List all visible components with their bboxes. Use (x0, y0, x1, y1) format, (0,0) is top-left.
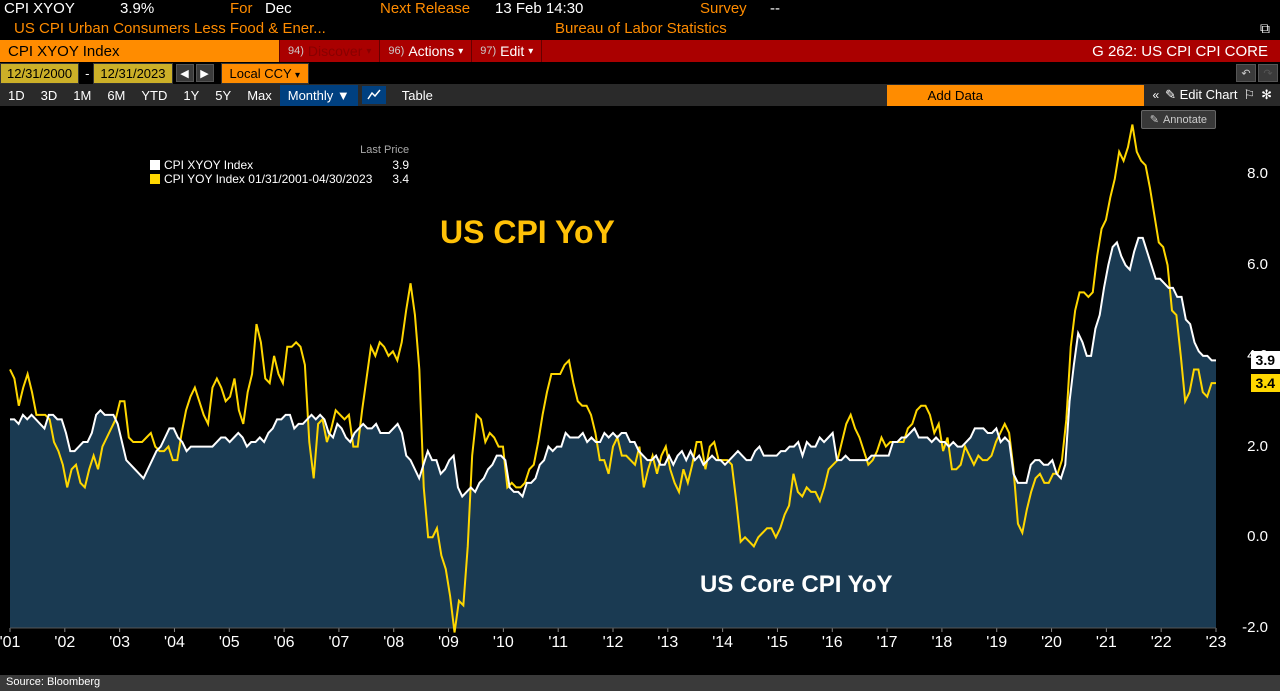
x-tick-label: '07 (328, 634, 349, 652)
x-tick-label: '02 (54, 634, 75, 652)
next-button[interactable]: ▶ (196, 64, 214, 82)
ticker-label: CPI XYOY (4, 0, 75, 17)
settings-icon[interactable]: ✻ (1261, 87, 1272, 103)
header-row-2: US CPI Urban Consumers Less Food & Ener.… (0, 20, 1280, 40)
collapse-icon[interactable]: « (1152, 88, 1159, 102)
range-1y[interactable]: 1Y (175, 85, 207, 106)
x-tick-label: '14 (712, 634, 733, 652)
value-flag: 3.9 (1251, 351, 1280, 369)
legend-row-1: CPI XYOY Index 3.9 (150, 158, 409, 172)
survey-value: -- (770, 0, 780, 17)
chart-type-icon[interactable] (362, 86, 386, 104)
chart-title: US CPI YoY (440, 214, 615, 251)
next-release-label: Next Release (380, 0, 470, 17)
x-tick-label: '15 (767, 634, 788, 652)
annotate-button[interactable]: ✎ Annotate (1141, 110, 1216, 129)
x-tick-label: '22 (1151, 634, 1172, 652)
x-tick-label: '06 (274, 634, 295, 652)
pct-value: 3.9% (120, 0, 154, 17)
chart-area: ✎ Annotate Last Price CPI XYOY Index 3.9… (0, 106, 1280, 652)
x-tick-label: '04 (164, 634, 185, 652)
x-tick-label: '08 (383, 634, 404, 652)
for-label: For (230, 0, 253, 17)
legend-label-1: CPI XYOY Index (164, 158, 253, 172)
redo-button[interactable]: ↷ (1258, 64, 1278, 82)
add-data-input[interactable] (887, 85, 1144, 106)
legend-value-1: 3.9 (372, 158, 409, 172)
survey-label: Survey (700, 0, 747, 17)
line-chart (0, 106, 1280, 652)
legend-value-2: 3.4 (372, 172, 409, 186)
date-range-bar: 12/31/2000 - 12/31/2023 ◀ ▶ Local CCY ▾ … (0, 62, 1280, 84)
date-to-input[interactable]: 12/31/2023 (93, 63, 172, 84)
range-1d[interactable]: 1D (0, 85, 33, 106)
x-tick-label: '19 (986, 634, 1007, 652)
data-source: Bureau of Labor Statistics (555, 20, 727, 37)
currency-dropdown[interactable]: Local CCY ▾ (221, 63, 310, 84)
edit-menu[interactable]: 97)Edit▾ (472, 40, 542, 62)
actions-menu[interactable]: 96)Actions▾ (380, 40, 472, 62)
range-5y[interactable]: 5Y (207, 85, 239, 106)
value-flag: 3.4 (1251, 374, 1280, 392)
range-6m[interactable]: 6M (99, 85, 133, 106)
period-value: Dec (265, 0, 292, 17)
range-ytd[interactable]: YTD (133, 85, 175, 106)
x-tick-label: '12 (603, 634, 624, 652)
x-tick-label: '18 (931, 634, 952, 652)
edit-chart-button[interactable]: ✎ Edit Chart (1165, 87, 1237, 103)
x-tick-label: '23 (1206, 634, 1227, 652)
x-tick-label: '13 (657, 634, 678, 652)
range-max[interactable]: Max (239, 85, 280, 106)
legend-swatch-1 (150, 160, 160, 170)
legend-label-2: CPI YOY Index 01/31/2001-04/30/2023 (164, 172, 372, 186)
prev-button[interactable]: ◀ (176, 64, 194, 82)
y-tick-label: -2.0 (1242, 619, 1268, 636)
x-tick-label: '09 (438, 634, 459, 652)
x-tick-label: '21 (1096, 634, 1117, 652)
legend-swatch-2 (150, 174, 160, 184)
header-row-1: CPI XYOY 3.9% For Dec Next Release 13 Fe… (0, 0, 1280, 20)
description: US CPI Urban Consumers Less Food & Ener.… (14, 20, 326, 37)
x-tick-label: '03 (109, 634, 130, 652)
legend-row-2: CPI YOY Index 01/31/2001-04/30/2023 3.4 (150, 172, 409, 186)
timeframe-bar: 1D3D1M6MYTD1Y5YMaxMonthly ▼ Table « ✎ Edit … (0, 84, 1280, 106)
x-tick-label: '11 (548, 634, 568, 652)
x-tick-label: '17 (877, 634, 898, 652)
action-bar: CPI XYOY Index 94)Discover▾ 96)Actions▾ … (0, 40, 1280, 62)
y-tick-label: 6.0 (1247, 256, 1268, 273)
export-icon[interactable]: ⚐ (1243, 87, 1255, 103)
undo-button[interactable]: ↶ (1236, 64, 1256, 82)
y-tick-label: 2.0 (1247, 438, 1268, 455)
date-from-input[interactable]: 12/31/2000 (0, 63, 79, 84)
table-button[interactable]: Table (390, 85, 445, 106)
y-tick-label: 8.0 (1247, 165, 1268, 182)
x-tick-label: '01 (0, 634, 20, 652)
next-release-date: 13 Feb 14:30 (495, 0, 583, 17)
chart-id: G 262: US CPI CPI CORE (1080, 43, 1280, 60)
popout-icon[interactable]: ⧉ (1260, 20, 1270, 37)
range-3d[interactable]: 3D (33, 85, 66, 106)
legend-header: Last Price (150, 144, 409, 158)
x-tick-label: '16 (822, 634, 843, 652)
range-1m[interactable]: 1M (65, 85, 99, 106)
source-bar: Source: Bloomberg (0, 675, 1280, 691)
discover-menu[interactable]: 94)Discover▾ (280, 40, 380, 62)
x-tick-label: '20 (1041, 634, 1062, 652)
index-title: CPI XYOY Index (0, 40, 280, 62)
legend: Last Price CPI XYOY Index 3.9 CPI YOY In… (150, 144, 409, 186)
chart-subtitle: US Core CPI YoY (700, 571, 893, 599)
x-tick-label: '05 (219, 634, 240, 652)
range-monthly[interactable]: Monthly ▼ (280, 85, 358, 106)
x-tick-label: '10 (493, 634, 514, 652)
y-tick-label: 0.0 (1247, 528, 1268, 545)
